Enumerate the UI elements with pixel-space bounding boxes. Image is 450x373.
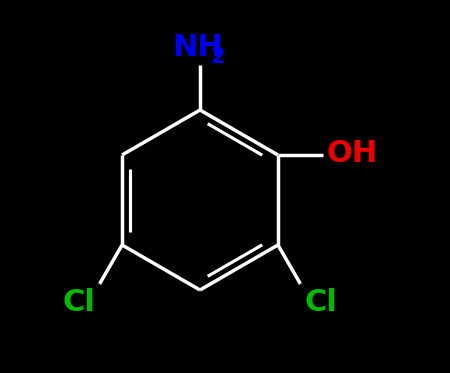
Text: Cl: Cl xyxy=(305,288,338,317)
Text: NH: NH xyxy=(173,33,223,62)
Text: Cl: Cl xyxy=(63,288,95,317)
Text: OH: OH xyxy=(327,138,378,167)
Text: 2: 2 xyxy=(211,47,225,67)
